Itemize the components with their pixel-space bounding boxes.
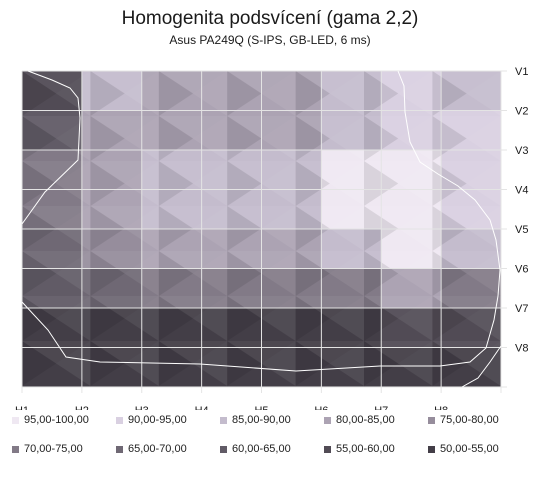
legend-swatch [220,445,227,453]
legend-swatch [12,445,19,453]
x-tick-label: H3 [135,405,149,410]
legend-label: 90,00-95,00 [128,414,187,426]
contour-lines [21,70,502,388]
y-tick-label: V5 [515,224,528,236]
contour-line [21,70,501,372]
legend-item: 80,00-85,00 [324,414,395,426]
legend-label: 50,00-55,00 [440,443,499,455]
legend-item: 85,00-90,00 [220,414,291,426]
y-tick-label: V2 [515,106,528,118]
legend-label: 75,00-80,00 [440,414,499,426]
x-tick-label: H8 [434,405,448,410]
legend-label: 80,00-85,00 [336,414,395,426]
chart-subtitle: Asus PA249Q (S-IPS, GB-LED, 6 ms) [169,33,371,47]
legend-label: 95,00-100,00 [24,414,89,426]
legend-label: 85,00-90,00 [232,414,291,426]
legend-item: 60,00-65,00 [220,443,291,455]
legend-swatch [428,445,435,453]
legend-item: 50,00-55,00 [428,443,499,455]
legend-item: 70,00-75,00 [12,443,83,455]
y-tick-label: V7 [515,303,528,315]
grid-lines [21,70,507,393]
x-tick-label: H5 [254,405,268,410]
chart-title: Homogenita podsvícení (gama 2,2) [121,8,419,29]
legend-swatch [12,416,19,424]
y-tick-label: V1 [515,66,528,78]
legend-item: 90,00-95,00 [116,414,187,426]
legend-swatch [324,416,331,424]
legend-swatch [324,445,331,453]
y-tick-label: V8 [515,343,528,355]
contour-line [461,345,502,388]
y-tick-labels: V1 V2 V3 V4 V5 V6 V7 V8 [515,66,528,355]
x-tick-label: H2 [75,405,89,410]
x-tick-label: H7 [374,405,388,410]
x-tick-label: H6 [314,405,328,410]
y-tick-label: V6 [515,264,528,276]
legend-swatch [116,445,123,453]
legend-label: 70,00-75,00 [24,443,83,455]
x-tick-label: H4 [195,405,209,410]
x-tick-labels: H1 H2 H3 H4 H5 H6 H7 H8 [15,405,448,410]
contour-line [21,70,81,225]
legend-item: 55,00-60,00 [324,443,395,455]
x-tick-label: H1 [15,405,29,410]
legend-swatch [116,416,123,424]
legend-label: 60,00-65,00 [232,443,291,455]
heatmap-chart: H1 H2 H3 H4 H5 H6 H7 H8 V1 V2 V3 V4 V5 V6 V7 V8 [15,66,529,410]
legend-item: 65,00-70,00 [116,443,187,455]
legend-label: 55,00-60,00 [336,443,395,455]
y-tick-label: V3 [515,145,528,157]
legend-swatch [428,416,435,424]
legend-swatch [220,416,227,424]
y-tick-label: V4 [515,185,528,197]
legend-item: 75,00-80,00 [428,414,499,426]
legend-item: 95,00-100,00 [12,414,89,426]
legend-label: 65,00-70,00 [128,443,187,455]
